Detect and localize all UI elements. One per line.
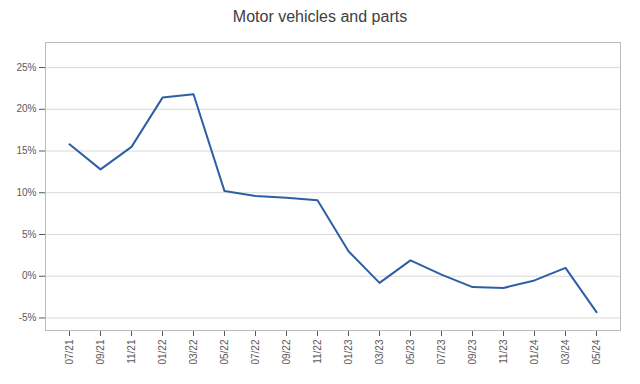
svg-text:05/24: 05/24 xyxy=(591,339,602,364)
svg-text:01/22: 01/22 xyxy=(157,339,168,364)
svg-text:5%: 5% xyxy=(22,229,37,240)
svg-text:07/21: 07/21 xyxy=(64,339,75,364)
html-text:Motor vehicles and parts: Motor vehicles and parts xyxy=(232,8,408,25)
svg-text:-5%: -5% xyxy=(19,312,37,323)
svg-text:05/23: 05/23 xyxy=(405,339,416,364)
svg-text:07/23: 07/23 xyxy=(436,339,447,364)
svg-text:03/22: 03/22 xyxy=(188,339,199,364)
svg-text:07/22: 07/22 xyxy=(250,339,261,364)
svg-text:20%: 20% xyxy=(16,103,36,114)
svg-text:01/24: 01/24 xyxy=(529,339,540,364)
svg-text:11/22: 11/22 xyxy=(312,339,323,364)
svg-text:11/23: 11/23 xyxy=(498,339,509,364)
svg-text:03/23: 03/23 xyxy=(374,339,385,364)
svg-text:03/24: 03/24 xyxy=(560,339,571,364)
svg-text:0%: 0% xyxy=(22,270,37,281)
svg-text:01/23: 01/23 xyxy=(343,339,354,364)
svg-text:15%: 15% xyxy=(16,145,36,156)
svg-text:25%: 25% xyxy=(16,62,36,73)
svg-text:09/22: 09/22 xyxy=(281,339,292,364)
svg-text:09/23: 09/23 xyxy=(467,339,478,364)
svg-text:09/21: 09/21 xyxy=(95,339,106,364)
svg-text:10%: 10% xyxy=(16,187,36,198)
svg-text:11/21: 11/21 xyxy=(126,339,137,364)
svg-text:05/22: 05/22 xyxy=(219,339,230,364)
